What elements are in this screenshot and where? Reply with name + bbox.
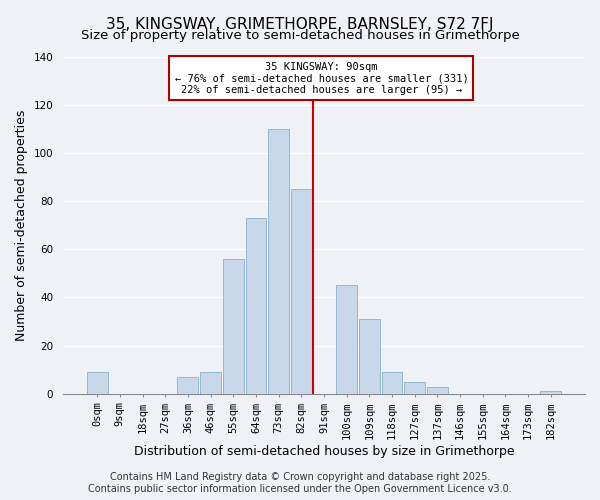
Bar	[336, 286, 357, 394]
Bar	[359, 319, 380, 394]
Bar	[245, 218, 266, 394]
Text: Size of property relative to semi-detached houses in Grimethorpe: Size of property relative to semi-detach…	[80, 29, 520, 42]
Text: 35, KINGSWAY, GRIMETHORPE, BARNSLEY, S72 7FJ: 35, KINGSWAY, GRIMETHORPE, BARNSLEY, S72…	[106, 18, 494, 32]
Bar	[541, 392, 561, 394]
Bar	[268, 129, 289, 394]
Bar	[404, 382, 425, 394]
Bar	[291, 189, 312, 394]
Bar	[427, 386, 448, 394]
Bar	[382, 372, 403, 394]
Bar	[178, 377, 199, 394]
Bar	[87, 372, 107, 394]
Bar	[223, 259, 244, 394]
Y-axis label: Number of semi-detached properties: Number of semi-detached properties	[15, 110, 28, 341]
Bar	[200, 372, 221, 394]
Text: Contains HM Land Registry data © Crown copyright and database right 2025.
Contai: Contains HM Land Registry data © Crown c…	[88, 472, 512, 494]
Text: 35 KINGSWAY: 90sqm
← 76% of semi-detached houses are smaller (331)
22% of semi-d: 35 KINGSWAY: 90sqm ← 76% of semi-detache…	[175, 62, 468, 95]
X-axis label: Distribution of semi-detached houses by size in Grimethorpe: Distribution of semi-detached houses by …	[134, 444, 514, 458]
